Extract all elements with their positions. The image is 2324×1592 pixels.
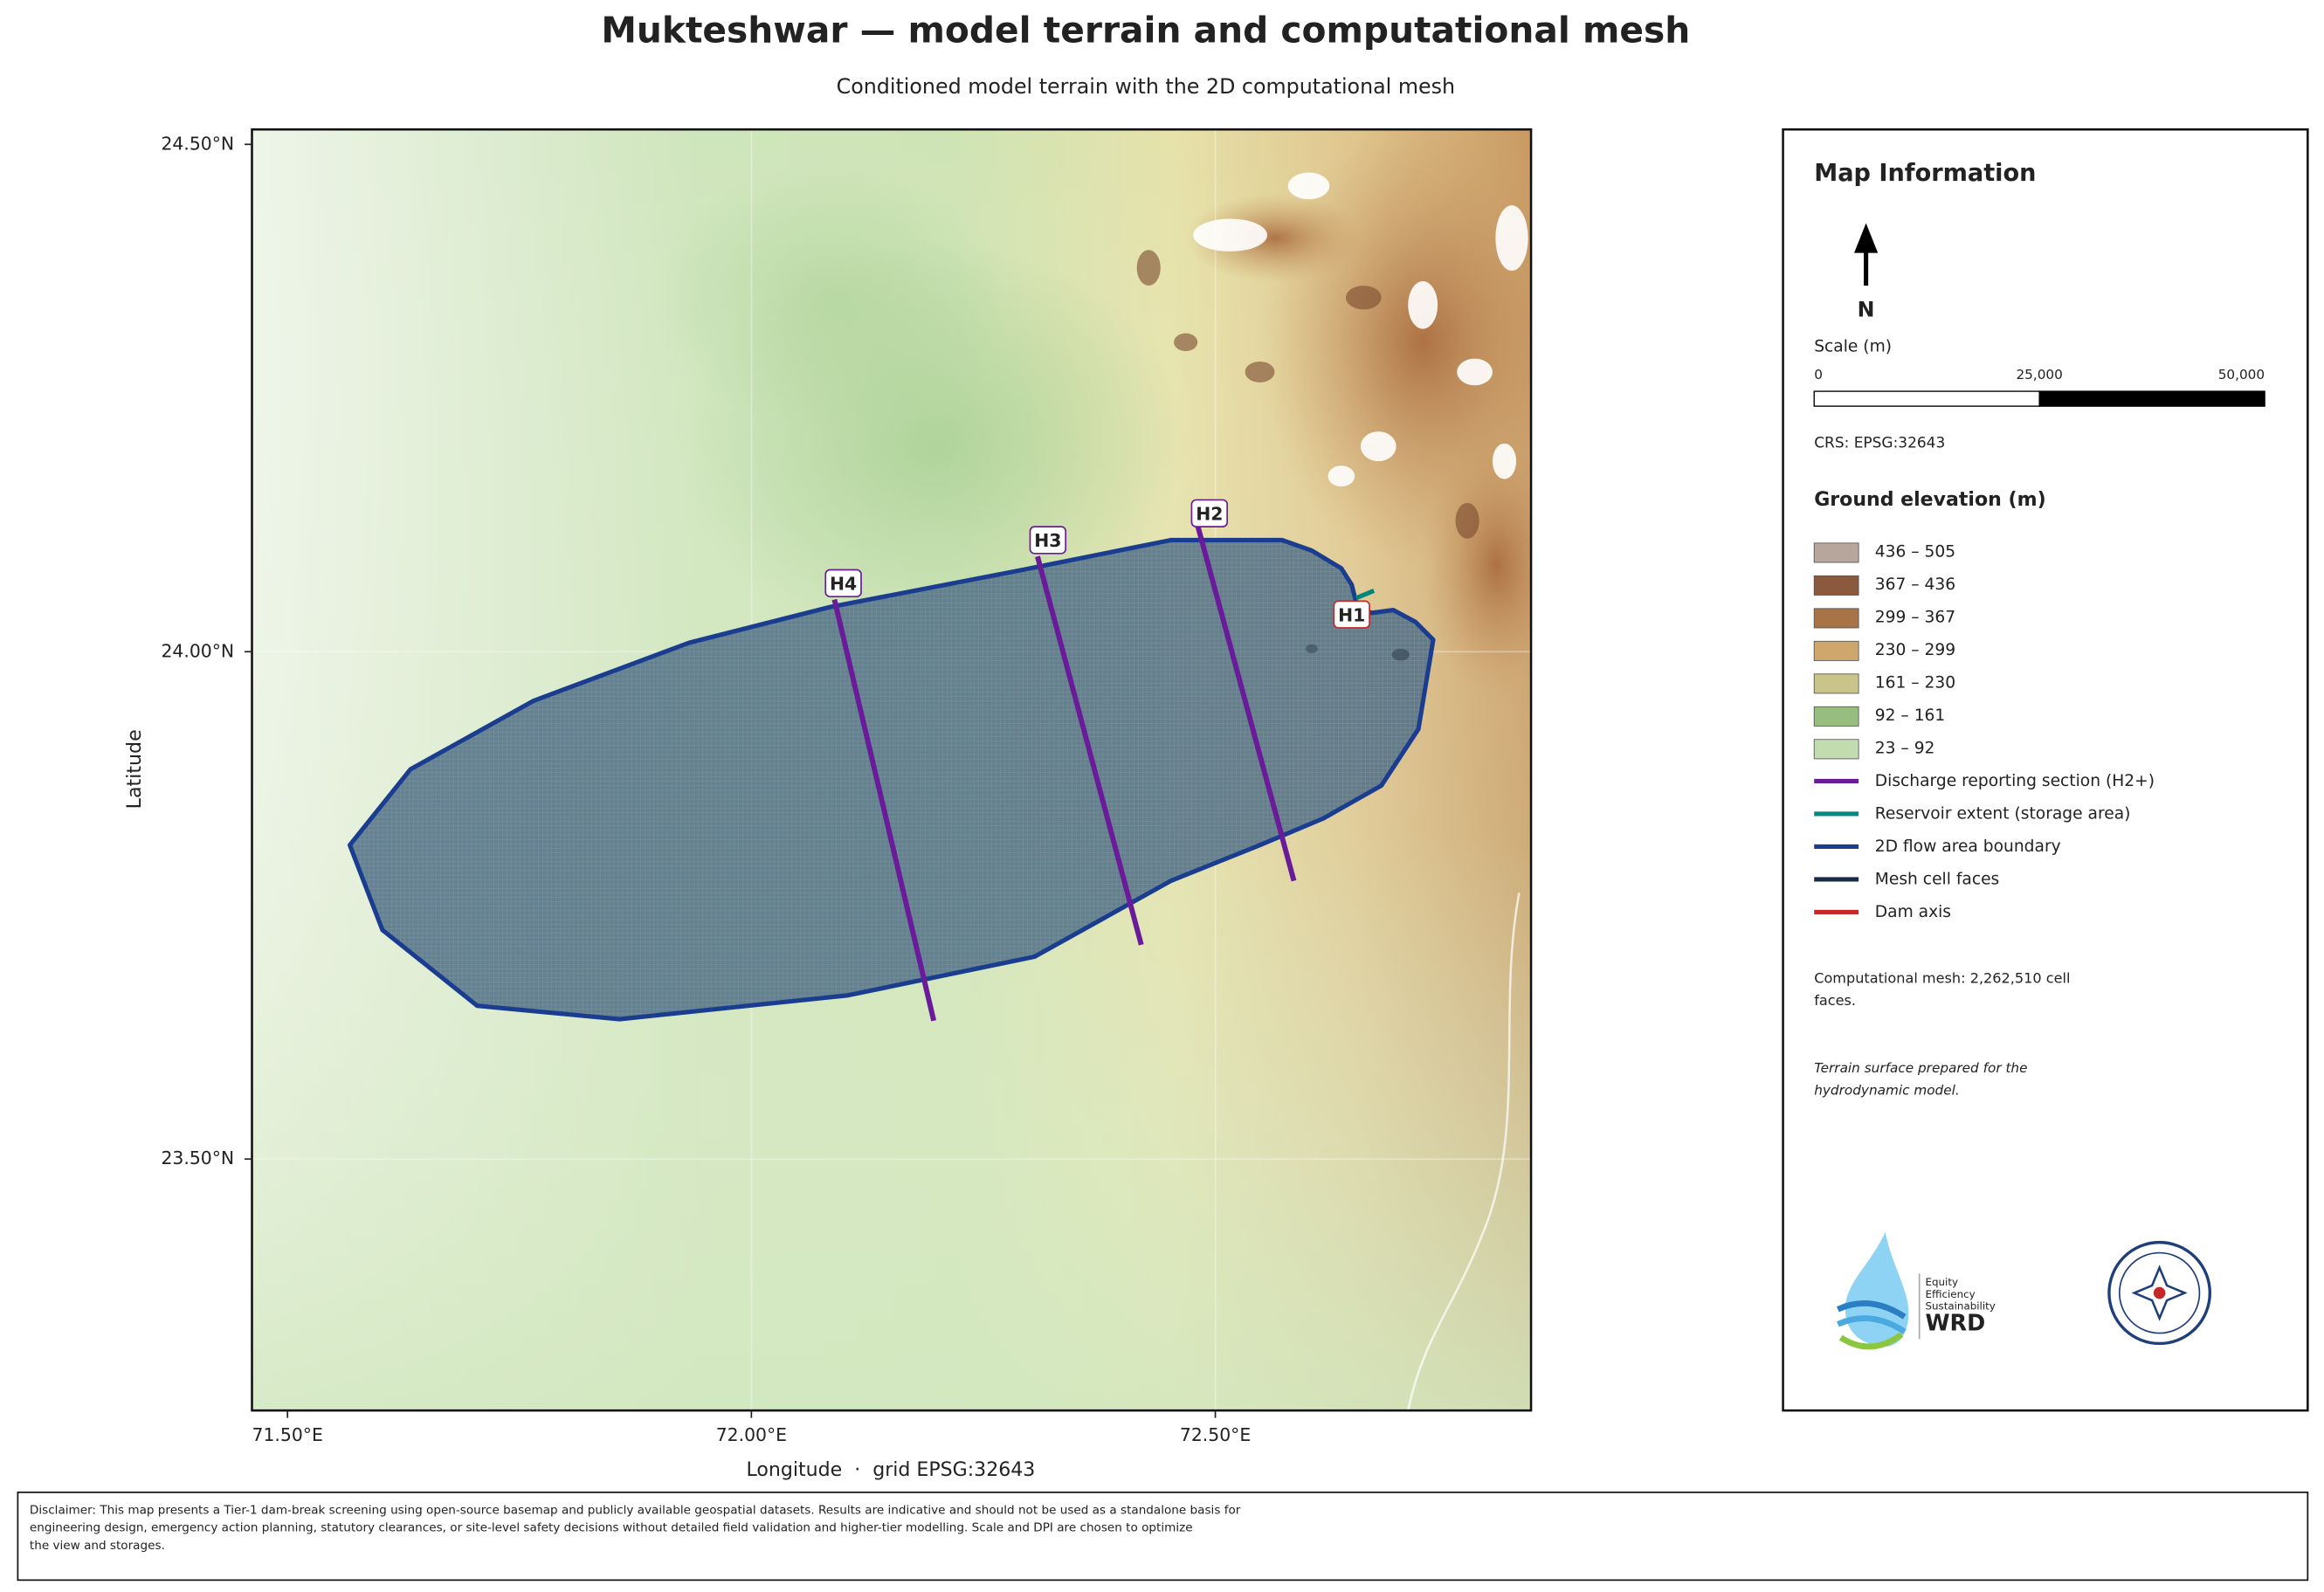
map-frame bbox=[251, 127, 1533, 1412]
legend-swatch bbox=[1813, 706, 1859, 727]
x-axis-label: Longitude · grid EPSG:32643 bbox=[747, 1458, 1036, 1481]
scale-segment bbox=[1813, 390, 2040, 407]
north-arrow bbox=[1854, 223, 1879, 286]
legend-label: 161 – 230 bbox=[1875, 673, 1955, 692]
logo-word: Sustainability bbox=[1925, 1299, 1995, 1312]
scale-title: Scale (m) bbox=[1814, 337, 1892, 355]
subtitle: Conditioned model terrain with the 2D co… bbox=[837, 74, 1455, 99]
x-tick-label: 72.00°E bbox=[716, 1424, 787, 1445]
legend-swatch bbox=[1813, 608, 1859, 629]
logo-name: WRD bbox=[1925, 1310, 1985, 1336]
y-tick-label: 24.00°N bbox=[161, 640, 234, 661]
legend-label: 367 – 436 bbox=[1875, 575, 1955, 594]
disclaimer-line: the view and storages. bbox=[30, 1539, 165, 1553]
disclaimer-box bbox=[17, 1491, 2309, 1582]
x-tick-label: 71.50°E bbox=[252, 1424, 323, 1445]
y-tick-label: 24.50°N bbox=[161, 133, 234, 154]
terrain-note: hydrodynamic model. bbox=[1814, 1082, 1960, 1098]
info-panel bbox=[1782, 127, 2309, 1412]
legend-label: 299 – 367 bbox=[1875, 609, 1955, 627]
north-label: N bbox=[1858, 298, 1875, 322]
legend-title: Ground elevation (m) bbox=[1814, 488, 2045, 511]
section-label-box bbox=[1029, 526, 1067, 555]
section-label: H4 bbox=[830, 574, 857, 595]
scale-label: 25,000 bbox=[2016, 367, 2062, 382]
legend-swatch bbox=[1813, 739, 1859, 760]
disclaimer-line: Disclaimer: This map presents a Tier-1 d… bbox=[30, 1503, 1241, 1517]
institute-logo bbox=[2107, 1240, 2212, 1346]
legend-label: 436 – 505 bbox=[1875, 543, 1955, 562]
dam-label-box bbox=[1333, 600, 1370, 629]
title: Mukteshwar — model terrain and computati… bbox=[601, 9, 1690, 51]
legend-label: Discharge reporting section (H2+) bbox=[1875, 772, 2155, 790]
x-tick-label: 72.50°E bbox=[1180, 1424, 1251, 1445]
flow-area bbox=[347, 537, 1436, 1022]
legend-label: 230 – 299 bbox=[1875, 641, 1955, 659]
reservoir bbox=[1355, 589, 1376, 601]
terrain-note: Terrain surface prepared for the bbox=[1814, 1060, 2027, 1076]
dam-label: H1 bbox=[1338, 604, 1365, 625]
logo-word: Efficiency bbox=[1925, 1288, 1975, 1300]
section-label-box bbox=[824, 569, 862, 598]
y-axis-label: Latitude bbox=[123, 729, 146, 809]
mesh-note: Computational mesh: 2,262,510 cell bbox=[1814, 970, 2070, 987]
scale-label: 0 bbox=[1814, 367, 1823, 382]
legend-label: 23 – 92 bbox=[1875, 739, 1935, 757]
crs: CRS: EPSG:32643 bbox=[1814, 435, 1945, 452]
legend-swatch bbox=[1813, 673, 1859, 694]
legend-swatch bbox=[1813, 542, 1859, 563]
logo-word: Equity bbox=[1925, 1276, 1958, 1288]
legend-label: Reservoir extent (storage area) bbox=[1875, 804, 2131, 823]
wrd-logo bbox=[1836, 1231, 1921, 1350]
mesh-note: faces. bbox=[1814, 992, 1856, 1009]
legend-label: Dam axis bbox=[1875, 903, 1951, 921]
scale-segment bbox=[2038, 390, 2265, 407]
legend-label: 2D flow area boundary bbox=[1875, 837, 2061, 856]
section-label: H2 bbox=[1196, 503, 1223, 524]
legend-swatch bbox=[1813, 640, 1859, 661]
disclaimer-line: engineering design, emergency action pla… bbox=[30, 1521, 1193, 1535]
legend-label: Mesh cell faces bbox=[1875, 870, 2000, 888]
sections bbox=[831, 524, 1297, 1022]
legend-label: 92 – 161 bbox=[1875, 706, 1946, 725]
section-label: H3 bbox=[1034, 530, 1061, 551]
scale-label: 50,000 bbox=[2218, 367, 2265, 382]
legend-swatch bbox=[1813, 575, 1859, 596]
panel-title: Map Information bbox=[1814, 160, 2036, 187]
y-tick-label: 23.50°N bbox=[161, 1147, 234, 1168]
section-label-box bbox=[1190, 499, 1229, 527]
